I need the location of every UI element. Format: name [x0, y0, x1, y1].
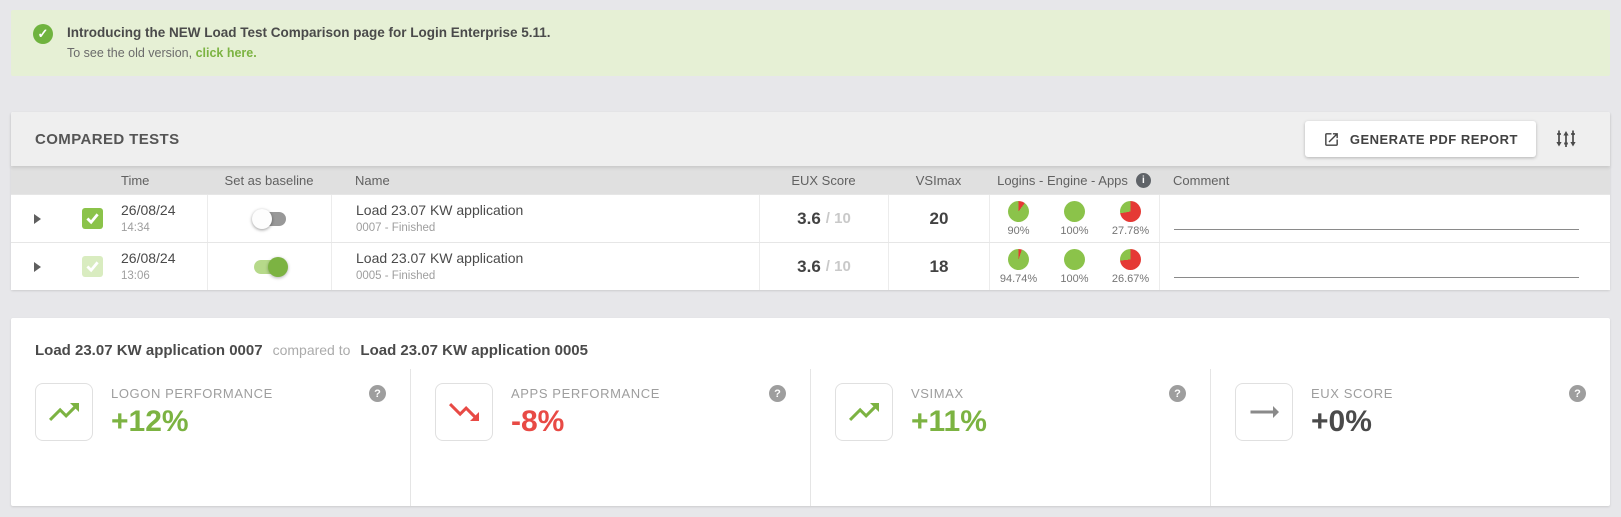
eux-score-value: 3.6 [797, 208, 821, 228]
pie-chart-icon [1008, 200, 1029, 222]
metric-value: -8% [511, 405, 565, 438]
check-icon [85, 261, 99, 273]
icon-box [435, 383, 493, 441]
test-date: 26/08/24 [121, 202, 176, 219]
table-row: 26/08/24 14:34 Load 23.07 KW application… [11, 194, 1610, 242]
metric-value: +11% [911, 405, 987, 438]
baseline-toggle[interactable] [252, 256, 288, 277]
vsimax-value: 20 [929, 208, 949, 228]
logins-pie: 94.74% [996, 248, 1042, 285]
test-name: Load 23.07 KW application [356, 250, 524, 267]
compared-test-a: Load 23.07 KW application 0007 [35, 342, 263, 359]
pie-chart-icon [1064, 200, 1085, 222]
check-icon [85, 213, 99, 225]
expand-row-icon[interactable] [33, 261, 41, 272]
metric-cards: LOGON PERFORMANCE +12% ? APPS PERFORMANC… [11, 369, 1610, 506]
icon-box [35, 383, 93, 441]
expand-row-icon[interactable] [33, 213, 41, 224]
vsimax-value: 18 [929, 256, 949, 276]
compared-tests-panel: COMPARED TESTS GENERATE PDF REPORT Time … [11, 112, 1610, 290]
eux-score-card: EUX SCORE +0% ? [1210, 369, 1610, 506]
icon-box [835, 383, 893, 441]
test-date: 26/08/24 [121, 250, 176, 267]
column-header-vsimax: VSImax [915, 172, 962, 188]
metric-label: LOGON PERFORMANCE [111, 386, 273, 401]
check-circle-icon: ✓ [33, 24, 53, 44]
test-name: Load 23.07 KW application [356, 202, 524, 219]
logon-performance-card: LOGON PERFORMANCE +12% ? [11, 369, 410, 506]
comment-input[interactable] [1174, 207, 1580, 230]
banner-subtitle: To see the old version, click here. [67, 46, 257, 61]
engine-pie: 100% [1052, 248, 1098, 285]
column-header-comment: Comment [1173, 172, 1230, 188]
eux-score-denominator: / 10 [825, 210, 851, 227]
metric-value: +12% [111, 405, 189, 438]
banner-title: Introducing the NEW Load Test Comparison… [67, 25, 551, 40]
metric-label: EUX SCORE [1311, 386, 1393, 401]
comment-input[interactable] [1174, 255, 1580, 278]
metric-value: +0% [1311, 405, 1372, 438]
apps-pie: 26.67% [1108, 248, 1154, 285]
old-version-link[interactable]: click here. [195, 46, 257, 61]
trending-down-icon [449, 403, 479, 421]
baseline-toggle[interactable] [251, 208, 288, 229]
trending-up-icon [49, 403, 79, 421]
help-icon[interactable]: ? [369, 385, 386, 402]
info-icon[interactable]: i [1135, 172, 1151, 188]
help-icon[interactable]: ? [1169, 385, 1186, 402]
engine-pie: 100% [1052, 200, 1098, 237]
external-link-icon [1324, 132, 1338, 146]
comparison-panel: Load 23.07 KW application 0007 compared … [11, 318, 1610, 506]
pie-chart-icon [1120, 200, 1141, 222]
test-status: 0007 - Finished [356, 221, 436, 234]
pie-chart-icon [1064, 248, 1085, 270]
metric-label: VSIMAX [911, 386, 964, 401]
row-checkbox[interactable] [81, 208, 103, 229]
panel-title: COMPARED TESTS [35, 130, 180, 148]
column-header-eux-score: EUX Score [791, 172, 856, 188]
banner-text: Introducing the NEW Load Test Comparison… [67, 23, 551, 60]
column-header-time: Time [121, 172, 150, 188]
row-checkbox[interactable] [81, 256, 103, 277]
sliders-icon [1556, 130, 1576, 147]
column-header-name: Name [355, 172, 390, 188]
column-settings-button[interactable] [1546, 119, 1586, 159]
vsimax-card: VSIMAX +11% ? [810, 369, 1210, 506]
eux-score-denominator: / 10 [825, 258, 851, 275]
test-time: 13:06 [121, 269, 150, 282]
apps-pie: 27.78% [1108, 200, 1154, 237]
comparison-title: Load 23.07 KW application 0007 compared … [11, 318, 1610, 369]
column-header-baseline: Set as baseline [224, 172, 314, 188]
generate-pdf-report-button[interactable]: GENERATE PDF REPORT [1304, 121, 1536, 157]
help-icon[interactable]: ? [769, 385, 786, 402]
metric-label: APPS PERFORMANCE [511, 386, 661, 401]
table-row: 26/08/24 13:06 Load 23.07 KW application… [11, 242, 1610, 290]
new-feature-banner: ✓ Introducing the NEW Load Test Comparis… [11, 10, 1610, 76]
icon-box [1235, 383, 1293, 441]
trending-flat-icon [1250, 406, 1279, 418]
compared-to-label: compared to [272, 342, 351, 358]
table-column-headers: Time Set as baseline Name EUX Score VSIm… [11, 166, 1610, 194]
pie-chart-icon [1120, 248, 1141, 270]
test-time: 14:34 [121, 221, 150, 234]
compared-tests-header: COMPARED TESTS GENERATE PDF REPORT [11, 112, 1610, 166]
test-status: 0005 - Finished [356, 269, 436, 282]
help-icon[interactable]: ? [1569, 385, 1586, 402]
column-header-logins-engine-apps: Logins - Engine - Apps i [989, 172, 1159, 188]
eux-score-value: 3.6 [797, 256, 821, 276]
compared-test-b: Load 23.07 KW application 0005 [360, 342, 588, 359]
apps-performance-card: APPS PERFORMANCE -8% ? [410, 369, 810, 506]
pie-chart-icon [1008, 248, 1029, 270]
logins-pie: 90% [996, 200, 1042, 237]
trending-up-icon [849, 403, 879, 421]
